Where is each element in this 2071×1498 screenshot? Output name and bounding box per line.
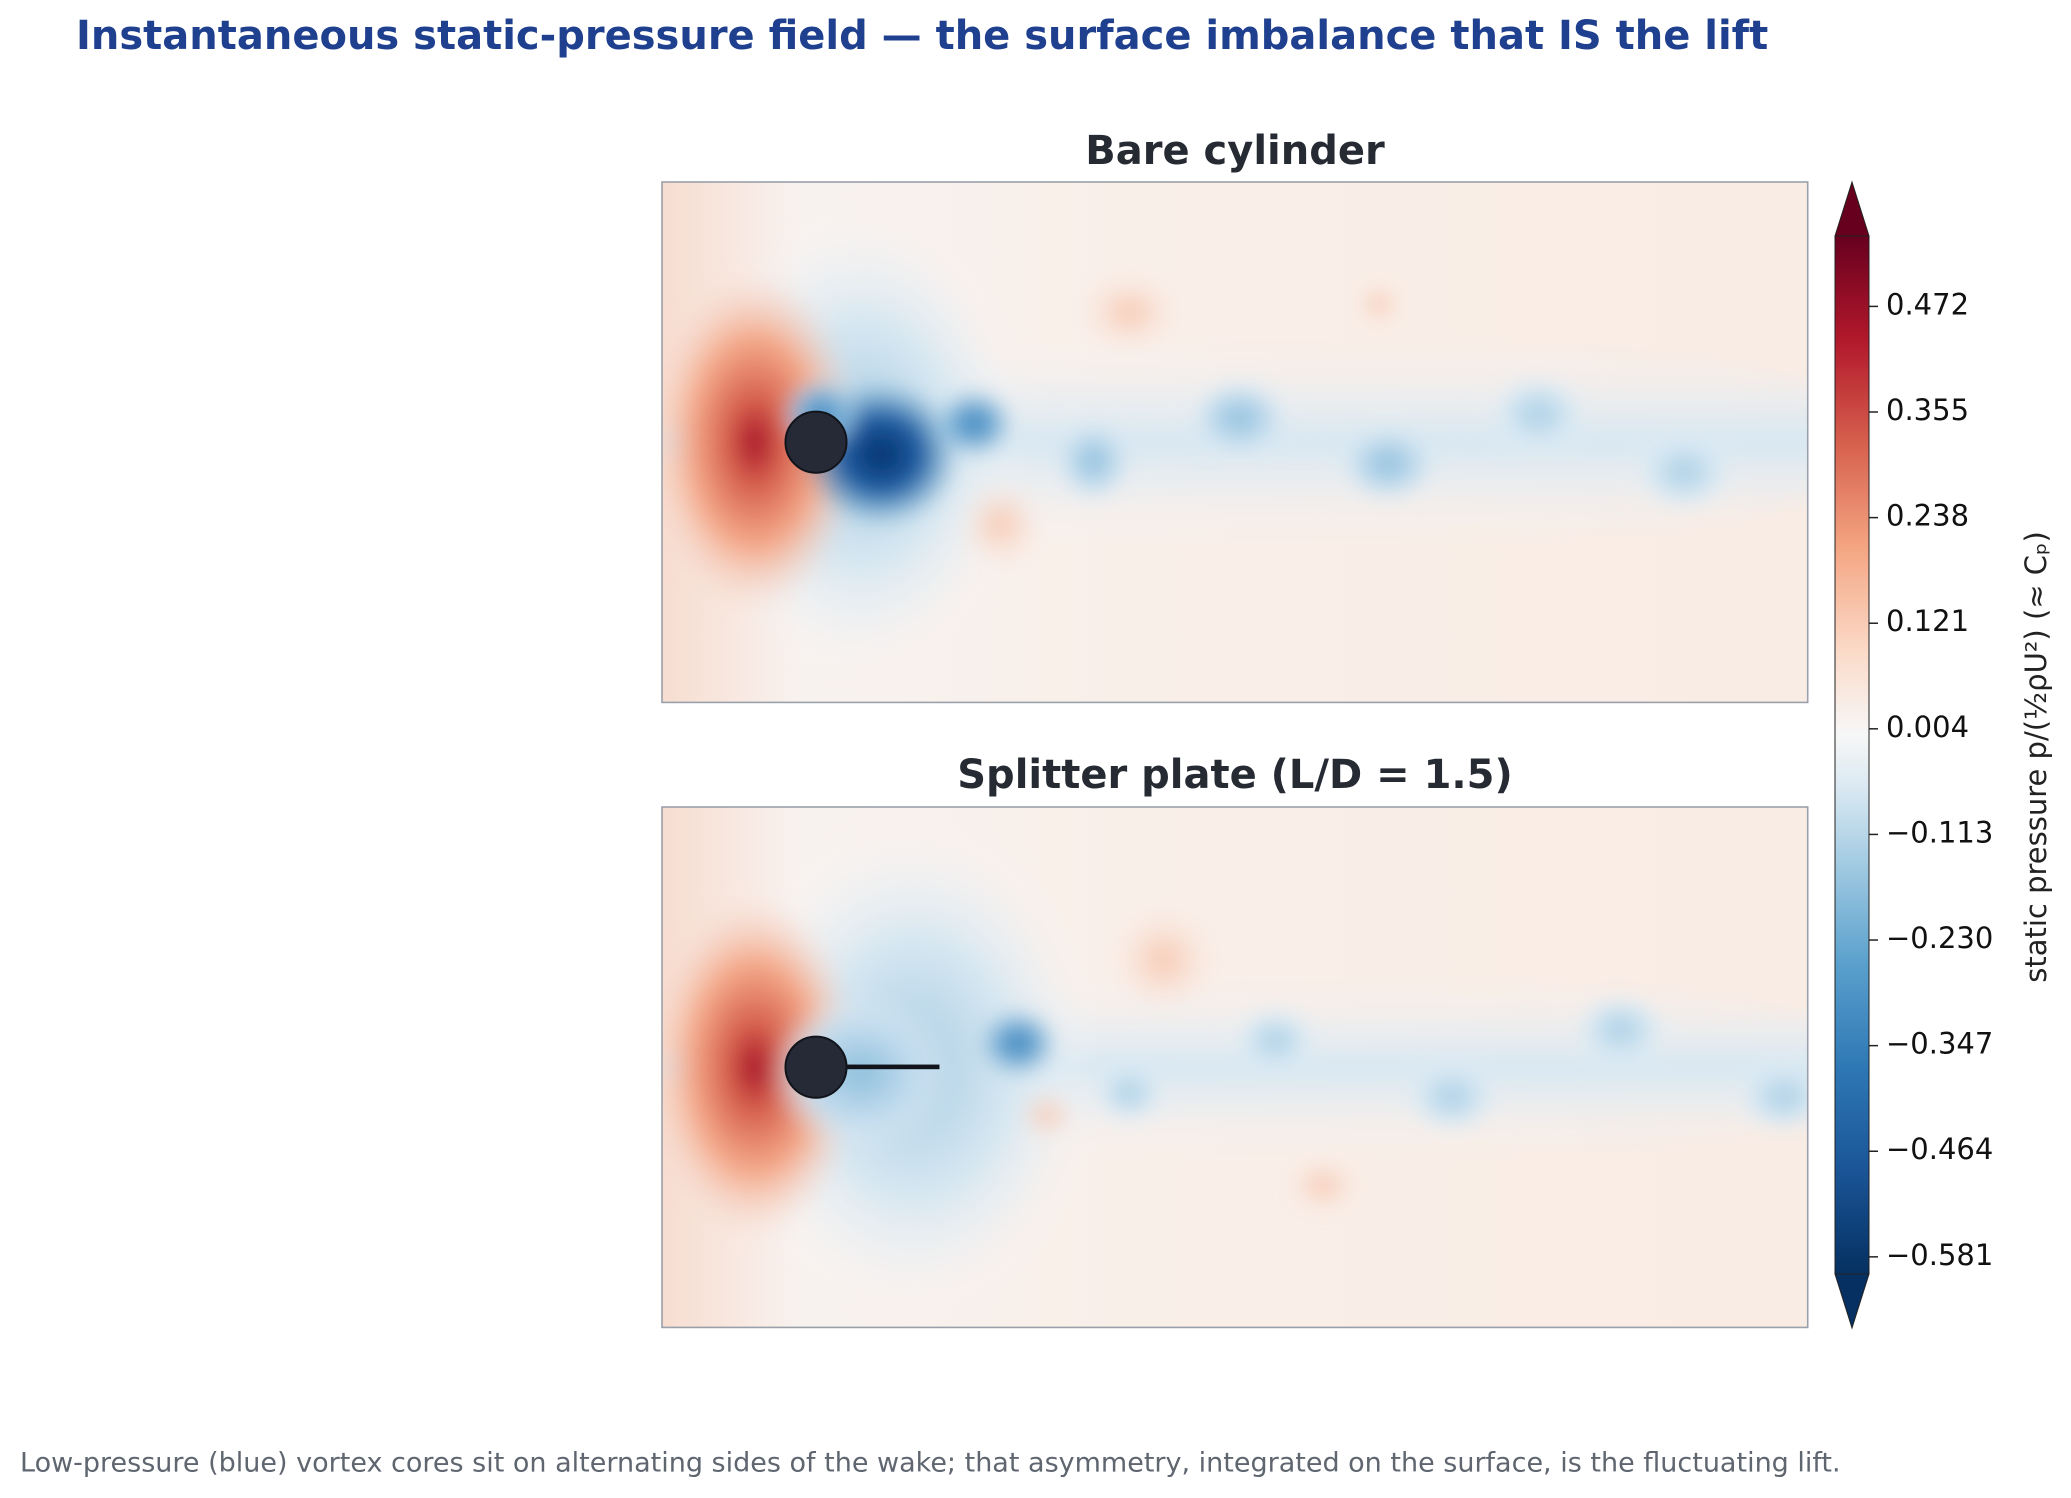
caption: Low-pressure (blue) vortex cores sit on … (20, 1448, 1841, 1479)
field-panel (661, 181, 1809, 704)
panel-title: Bare cylinder (1085, 128, 1385, 174)
field-panel (661, 806, 1809, 1329)
colorbar-tick-label: −0.230 (1886, 921, 1993, 955)
colorbar-tick-label: −0.113 (1886, 815, 1993, 849)
colorbar-tick-label: 0.238 (1886, 499, 1969, 533)
colorbar-tick-label: 0.004 (1886, 710, 1969, 744)
colorbar-tick-label: 0.121 (1886, 604, 1969, 638)
colorbar-tick-label: −0.581 (1886, 1238, 1993, 1272)
colorbar (1834, 180, 1870, 1330)
chart-title: Instantaneous static-pressure field — th… (76, 13, 1768, 59)
colorbar-tick-label: 0.472 (1886, 287, 1969, 321)
colorbar-label: static pressure p/(½ρU²) (≈ Cₚ) (2019, 531, 2053, 983)
panel-title: Splitter plate (L/D = 1.5) (957, 752, 1513, 798)
colorbar-tick-label: 0.355 (1886, 393, 1969, 427)
colorbar-tick-label: −0.347 (1886, 1027, 1993, 1061)
colorbar-tick-label: −0.464 (1886, 1132, 1993, 1166)
